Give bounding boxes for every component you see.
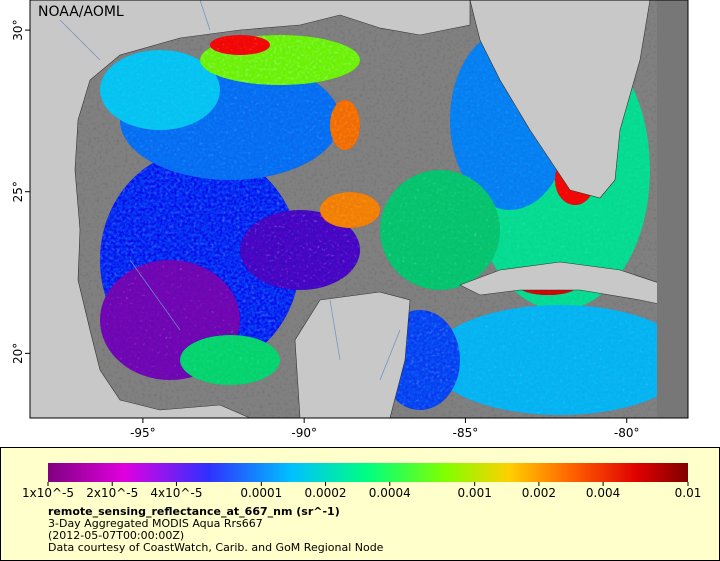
land-florida [469, 0, 651, 199]
colorbar-tick-label: 2x10^-5 [86, 486, 138, 500]
colorbar-tick-label: 4x10^-5 [150, 486, 202, 500]
colorbar-tick-label: 0.01 [675, 486, 702, 500]
land-cuba [459, 261, 688, 311]
x-tick-label: -85° [453, 426, 479, 440]
watermark: NOAA/AOML [38, 4, 124, 20]
colorbar-tick-label: 0.0002 [305, 486, 347, 500]
x-tick-label: -90° [291, 426, 317, 440]
colorbar-tick-label: 0.001 [457, 486, 491, 500]
credit: Data courtesy of CoastWatch, Carib. and … [48, 541, 384, 554]
variable-name: remote_sensing_reflectance_at_667_nm (sr… [48, 505, 340, 518]
y-tick-label: 30° [11, 19, 25, 40]
colorbar-tick-label: 0.002 [522, 486, 556, 500]
colorbar [48, 463, 688, 482]
colorbar-tick-label: 0.0001 [240, 486, 282, 500]
nodata-strip [657, 0, 688, 418]
land-yucatan [294, 291, 411, 418]
x-tick-label: -80° [614, 426, 640, 440]
date: (2012-05-07T00:00:00Z) [48, 529, 184, 542]
colorbar-tick-label: 0.0004 [369, 486, 411, 500]
colorbar-tick-label: 0.004 [586, 486, 620, 500]
land-mainland [30, 0, 471, 418]
rivers [59, 0, 401, 381]
map-frame [29, 0, 689, 419]
map: NOAA/AOML [30, 0, 688, 418]
y-tick-label: 20° [11, 343, 25, 364]
y-tick-label: 25° [11, 181, 25, 202]
colorbar-tick-label: 1x10^-5 [22, 486, 74, 500]
x-tick-label: -95° [130, 426, 156, 440]
description: 3-Day Aggregated MODIS Aqua Rrs667 [48, 517, 263, 530]
